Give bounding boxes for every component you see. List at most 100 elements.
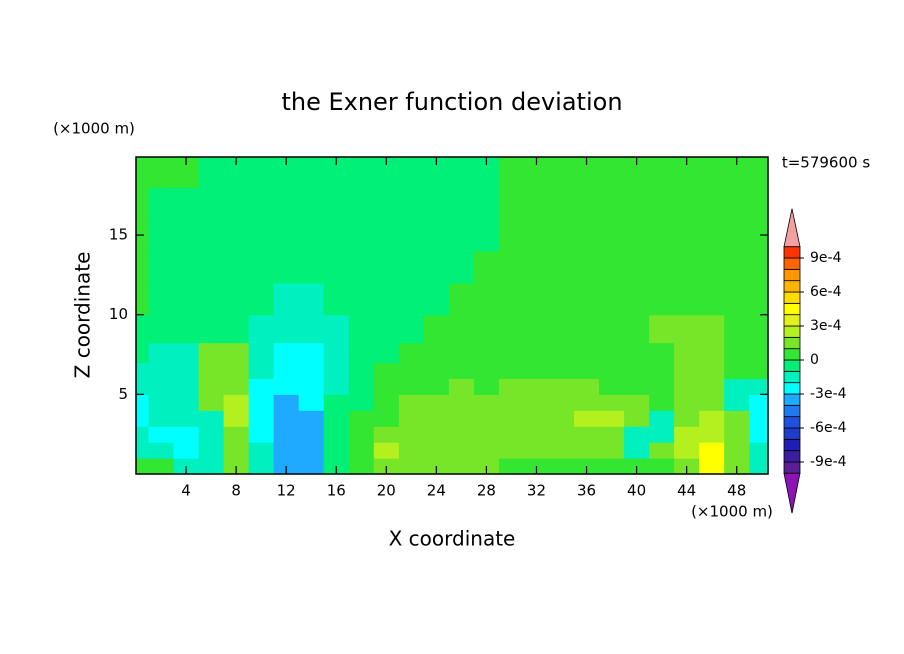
x-unit: (×1000 m) [691, 503, 773, 521]
field-cell [473, 426, 500, 443]
field-cell [498, 442, 525, 459]
field-cell [699, 378, 725, 395]
field-cell [173, 394, 200, 411]
field-cell [624, 378, 650, 395]
field-cell [173, 378, 200, 395]
time-label: t=579600 s [782, 154, 870, 172]
field-cell [498, 250, 525, 284]
field [136, 157, 769, 475]
field-cell [173, 282, 200, 316]
field-cell [548, 219, 575, 252]
x-tick-label: 44 [677, 482, 696, 500]
field-cell [398, 342, 425, 364]
x-axis-label: X coordinate [389, 527, 516, 551]
field-cell [248, 282, 275, 316]
field-cell [373, 378, 400, 395]
field-cell [398, 219, 425, 252]
field-cell [649, 458, 675, 475]
field-cell [674, 342, 700, 364]
field-cell [173, 442, 200, 459]
field-cell [749, 314, 769, 344]
x-tick-label: 24 [427, 482, 446, 500]
field-cell [523, 362, 550, 380]
field-cell [649, 250, 675, 284]
field-cell [624, 410, 650, 427]
field-cell [548, 394, 575, 411]
field-cell [248, 187, 275, 220]
field-cell [398, 410, 425, 427]
field-cell [223, 378, 250, 395]
field-cell [223, 442, 250, 459]
x-tick-label: 40 [627, 482, 646, 500]
field-cell [548, 250, 575, 284]
field-cell [448, 282, 475, 316]
field-cell [223, 282, 250, 316]
field-cell [649, 219, 675, 252]
field-cell [473, 250, 500, 284]
field-cell [523, 426, 550, 443]
field-cell [498, 314, 525, 344]
field-cell [423, 314, 450, 344]
x-tick-label: 28 [477, 482, 496, 500]
field-cell [423, 394, 450, 411]
field-cell [198, 282, 225, 316]
field-cell [273, 282, 300, 316]
field-cell [523, 219, 550, 252]
field-cell [498, 342, 525, 364]
field-cell [298, 458, 325, 475]
field-cell [548, 378, 575, 395]
field-cell [724, 362, 750, 380]
field-cell [749, 458, 769, 475]
field-cell [248, 314, 275, 344]
field-cell [574, 219, 600, 252]
field-cell [298, 219, 325, 252]
field-cell [198, 250, 225, 284]
plot-frame [135, 156, 769, 475]
field-cell [724, 426, 750, 443]
field-cell [724, 378, 750, 395]
field-cell [148, 442, 175, 459]
field-cell [448, 157, 475, 188]
field-cell [473, 219, 500, 252]
field-cell [273, 187, 300, 220]
field-cell [574, 362, 600, 380]
field-cell [148, 458, 175, 475]
field-cell [148, 157, 175, 188]
field-cell [548, 410, 575, 427]
field-cell [724, 187, 750, 220]
field-cell [674, 250, 700, 284]
field-cell [699, 410, 725, 427]
field-cell [674, 394, 700, 411]
field-cell [599, 187, 625, 220]
field-cell [498, 187, 525, 220]
field-cell [248, 442, 275, 459]
field-cell [248, 219, 275, 252]
field-cell [749, 362, 769, 380]
field-cell [548, 362, 575, 380]
colorbar-over [783, 208, 801, 248]
field-cell [498, 219, 525, 252]
colorbar-band [783, 370, 801, 384]
field-cell [373, 394, 400, 411]
field-cell [273, 442, 300, 459]
field-cell [574, 314, 600, 344]
field-cell [699, 426, 725, 443]
field-cell [548, 282, 575, 316]
field-cell [599, 394, 625, 411]
colorbar-band [783, 348, 801, 361]
field-cell [448, 442, 475, 459]
field-cell [223, 187, 250, 220]
field-cell [148, 410, 175, 427]
field-cell [724, 282, 750, 316]
field-cell [373, 362, 400, 380]
field-cell [298, 394, 325, 411]
x-tick-label: 12 [277, 482, 296, 500]
field-cell [348, 458, 375, 475]
x-tick-label: 32 [527, 482, 546, 500]
field-cell [574, 394, 600, 411]
field-cell [599, 314, 625, 344]
field-cell [148, 250, 175, 284]
field-cell [548, 342, 575, 364]
field-cell [448, 362, 475, 380]
colorbar-band [783, 325, 801, 338]
